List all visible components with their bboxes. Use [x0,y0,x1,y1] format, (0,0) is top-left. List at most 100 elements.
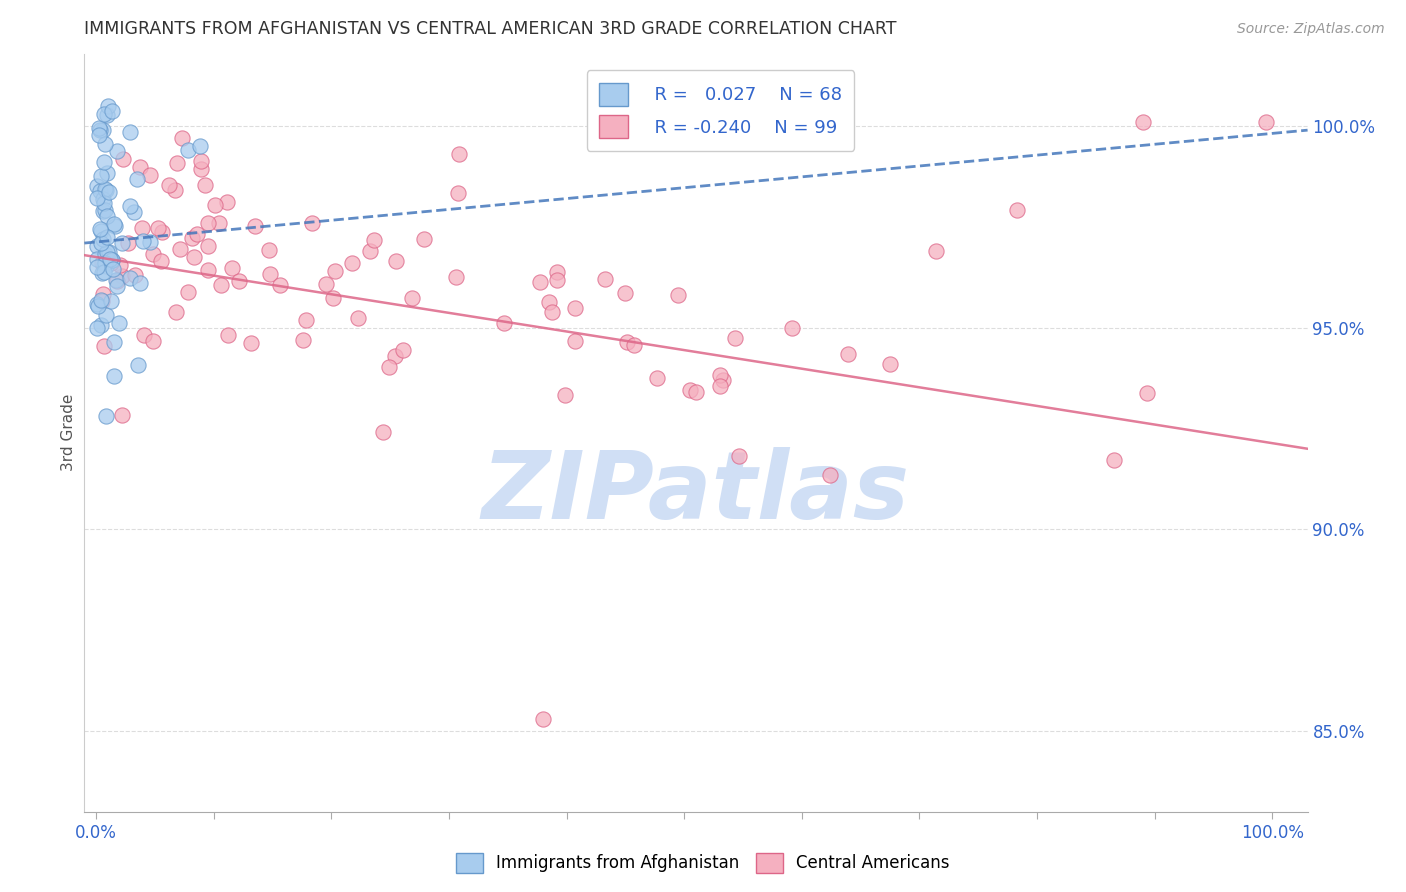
Point [101,262,124,277]
Point [100,256,122,270]
Point [190,153,212,168]
Point [91,123,114,137]
Point [531,712,554,726]
Point [546,272,568,286]
Point [93,154,115,169]
Point [90,318,112,333]
Point [91,266,114,280]
Point [538,295,561,310]
Point [322,291,344,305]
Point [177,144,200,158]
Point [127,358,149,372]
Point [94,409,117,424]
Point [259,268,281,282]
Point [359,244,381,258]
Point [118,199,141,213]
Point [132,328,155,343]
Point [93,287,115,301]
Point [101,103,124,118]
Point [125,172,148,186]
Point [86,321,108,335]
Point [86,239,108,253]
Point [149,253,172,268]
Point [291,334,314,348]
Point [378,360,401,375]
Point [89,120,111,135]
Point [93,247,115,261]
Point [97,185,120,199]
Point [186,227,208,242]
Point [666,287,689,301]
Point [190,162,212,177]
Point [165,183,187,197]
Point [818,468,841,483]
Point [197,216,219,230]
Point [269,277,291,292]
Point [197,239,219,253]
Point [494,316,516,330]
Point [122,205,145,219]
Point [132,234,155,248]
Point [925,244,948,258]
Point [259,244,281,258]
Point [91,256,114,270]
Point [197,262,219,277]
Point [166,156,188,170]
Point [89,184,111,198]
Y-axis label: 3rd Grade: 3rd Grade [60,394,76,471]
Point [1132,115,1154,129]
Point [108,258,131,272]
Point [87,128,110,143]
Point [98,252,121,266]
Point [727,449,749,463]
Point [103,218,125,232]
Point [139,235,162,250]
Point [111,235,134,250]
Point [146,221,169,235]
Point [86,252,108,267]
Point [105,274,128,288]
Point [111,408,134,422]
Point [447,186,470,201]
Point [342,256,364,270]
Point [413,232,436,246]
Point [564,301,586,315]
Point [90,169,112,183]
Point [108,316,131,330]
Point [363,233,385,247]
Point [392,343,415,358]
Point [96,108,118,122]
Point [91,192,114,206]
Point [111,152,134,166]
Point [1005,202,1028,217]
Text: Source: ZipAtlas.com: Source: ZipAtlas.com [1237,22,1385,37]
Point [243,219,266,234]
Point [104,219,127,234]
Point [98,245,121,260]
Point [401,291,423,305]
Point [142,246,165,260]
Point [384,349,406,363]
Point [90,224,112,238]
Point [221,261,243,276]
Point [118,125,141,139]
Point [711,373,734,387]
Point [118,271,141,285]
Point [93,258,115,272]
Point [124,268,146,283]
Point [837,347,859,361]
Text: IMMIGRANTS FROM AFGHANISTAN VS CENTRAL AMERICAN 3RD GRADE CORRELATION CHART: IMMIGRANTS FROM AFGHANISTAN VS CENTRAL A… [84,21,897,38]
Point [94,182,117,196]
Point [94,137,117,152]
Point [1136,385,1159,400]
Point [204,197,226,211]
Point [385,254,408,268]
Point [107,144,129,158]
Point [93,265,115,279]
Point [679,383,702,397]
Point [157,178,180,193]
Point [94,308,117,322]
Point [780,320,803,334]
Point [709,368,731,383]
Point [724,331,747,345]
